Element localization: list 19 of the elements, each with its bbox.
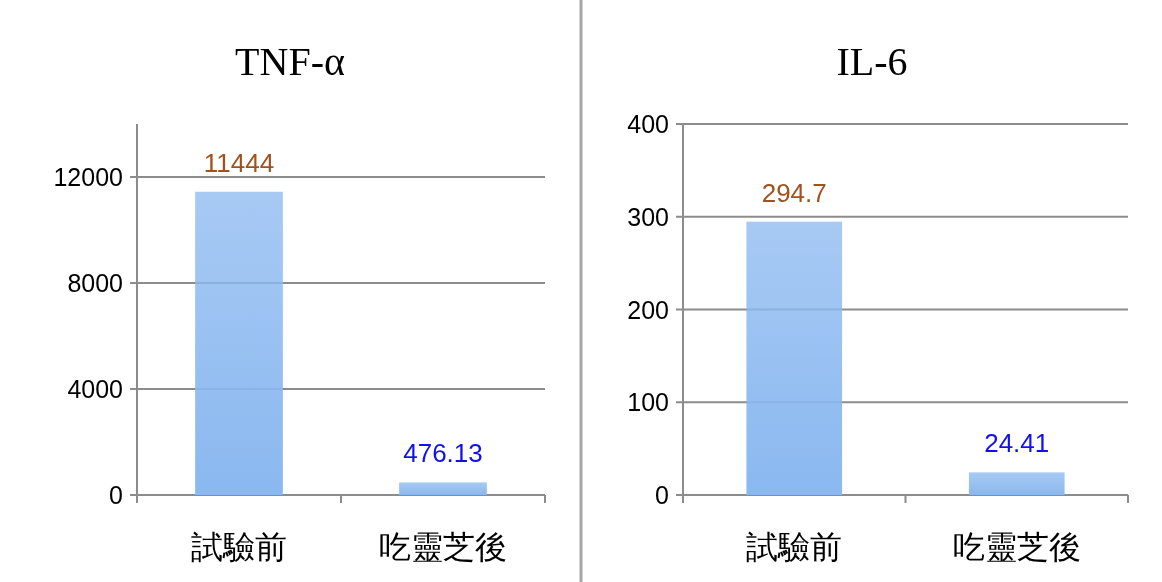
x-tick-label: 吃靈芝後 xyxy=(379,528,507,566)
data-label: 11444 xyxy=(203,147,275,178)
data-label: 476.13 xyxy=(403,438,483,469)
y-tick-label: 4000 xyxy=(67,375,123,403)
chart-title: TNF-α xyxy=(235,39,345,84)
y-tick-label: 8000 xyxy=(67,269,123,297)
chart-title: IL-6 xyxy=(836,39,908,84)
x-tick-label: 試驗前 xyxy=(746,528,843,566)
y-tick-label: 100 xyxy=(627,388,669,417)
y-tick-label: 400 xyxy=(627,110,669,138)
y-tick-label: 300 xyxy=(627,202,669,231)
data-label: 294.7 xyxy=(761,177,827,208)
y-tick-label: 0 xyxy=(109,481,123,509)
x-tick-label: 試驗前 xyxy=(191,528,287,566)
y-tick-label: 0 xyxy=(655,481,669,509)
x-tick-label: 吃靈芝後 xyxy=(952,528,1081,566)
y-tick-label: 200 xyxy=(627,295,669,324)
y-tick-label: 12000 xyxy=(53,163,123,191)
data-label: 24.41 xyxy=(984,428,1050,459)
